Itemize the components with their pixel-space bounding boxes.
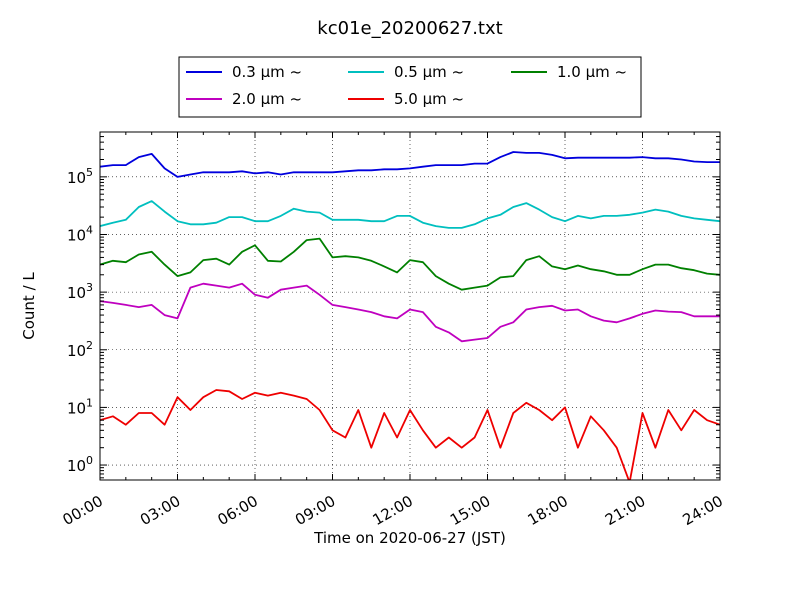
x-tick-label: 00:00: [60, 492, 106, 529]
x-tick-label: 09:00: [292, 492, 338, 529]
axis-ticks: [99, 131, 721, 480]
x-tick-label: 18:00: [525, 492, 571, 529]
x-tick-label: 24:00: [680, 492, 726, 529]
y-tick-label: 100: [67, 454, 93, 475]
grid-lines: [100, 132, 720, 480]
legend-box: [178, 56, 642, 118]
series-line-3: [100, 237, 720, 291]
series-line-4: [100, 282, 720, 343]
legend-label-2: 0.5 μm ~: [394, 63, 464, 81]
y-tick-label: 101: [67, 396, 93, 417]
y-tick-label: 103: [67, 281, 93, 302]
series-lines: [100, 151, 720, 480]
legend-label-3: 1.0 μm ~: [557, 63, 627, 81]
x-tick-label: 03:00: [137, 492, 183, 529]
chart-title: kc01e_20200627.txt: [317, 18, 503, 39]
y-tick-label: 105: [67, 166, 93, 187]
y-axis-label: Count / L: [20, 272, 38, 340]
x-tick-labels: 00:00 03:00 06:00 09:00 12:00 15:00 18:00 21:00…: [60, 492, 726, 529]
series-line-1: [100, 151, 720, 178]
x-axis-label: Time on 2020-06-27 (JST): [313, 529, 506, 547]
legend-label-1: 0.3 μm ~: [232, 63, 302, 81]
y-tick-label: 102: [67, 339, 93, 360]
legend-label-4: 2.0 μm ~: [232, 90, 302, 108]
x-tick-label: 15:00: [447, 492, 493, 529]
series-line-5: [100, 389, 720, 480]
legend: 0.3 μm ~ 0.5 μm ~ 1.0 μm ~ 2.0 μm ~ 5.0 μm ~: [178, 56, 642, 118]
y-tick-labels: 100 101 102 103 104 105: [67, 166, 93, 475]
x-tick-label: 06:00: [215, 492, 261, 529]
x-tick-label: 21:00: [602, 492, 648, 529]
legend-label-5: 5.0 μm ~: [394, 90, 464, 108]
series-line-2: [100, 200, 720, 229]
y-tick-label: 104: [67, 223, 93, 244]
x-tick-label: 12:00: [370, 492, 416, 529]
